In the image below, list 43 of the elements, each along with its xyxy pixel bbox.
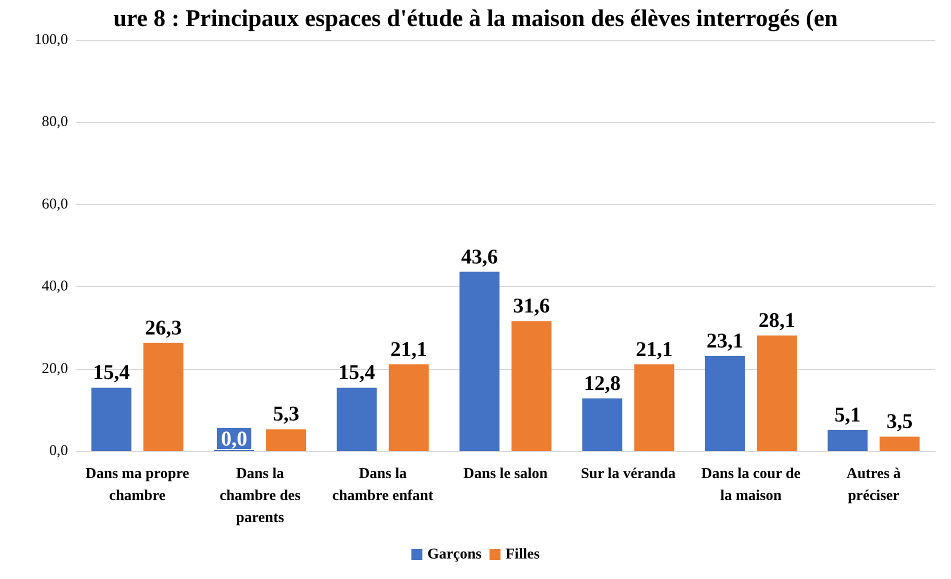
legend-label: Filles: [506, 546, 540, 562]
x-tick-label: Dans ma propre chambre: [86, 466, 190, 504]
data-label: 5,3: [272, 402, 300, 426]
x-tick-label: Dans la chambre des parents: [220, 466, 301, 526]
y-tick-label: 60,0: [42, 196, 68, 212]
y-tick-label: 20,0: [42, 360, 68, 377]
legend-label: Garçons: [427, 546, 482, 562]
data-label: 26,3: [144, 315, 182, 340]
data-label: 12,8: [584, 370, 621, 395]
bar: [756, 336, 797, 451]
bar: [143, 342, 184, 451]
y-tick-label: 100,0: [34, 32, 68, 48]
x-tick-label: Dans le salon: [463, 466, 548, 482]
data-label: 21,1: [636, 336, 673, 361]
data-label: 3,5: [886, 409, 913, 434]
bar: [634, 364, 674, 451]
y-tick-label: 40,0: [42, 278, 68, 295]
data-label: 0,0: [220, 426, 248, 450]
bar: [880, 436, 920, 451]
bar: [704, 356, 745, 451]
x-tick-label: Autres à préciser: [846, 466, 902, 504]
data-label: 15,4: [92, 360, 130, 384]
y-tick-label: 80,0: [42, 114, 68, 130]
chart-title: ure 8 : Principaux espaces d'étude à la maison des élèves interrogés (en: [113, 6, 838, 32]
x-tick-label: Dans la chambre enfant: [332, 466, 434, 504]
x-tick-label: Dans la cour de la maison: [701, 466, 801, 504]
bar: [512, 321, 552, 451]
data-label: 21,1: [390, 336, 428, 361]
data-label: 23,1: [706, 328, 744, 353]
x-tick-label: Sur la véranda: [580, 466, 676, 482]
bar: [336, 388, 377, 451]
data-label: 15,4: [338, 360, 376, 384]
bar: [266, 429, 306, 451]
bar: [388, 364, 429, 451]
bar: [582, 398, 622, 451]
data-label: 5,1: [834, 402, 861, 427]
data-label: 31,6: [513, 294, 550, 318]
y-tick-label: 0,0: [49, 443, 68, 459]
data-label: 43,6: [461, 244, 498, 268]
bar: [828, 430, 868, 451]
bar: [91, 388, 132, 451]
bar: [460, 272, 500, 451]
data-label: 28,1: [758, 308, 796, 332]
